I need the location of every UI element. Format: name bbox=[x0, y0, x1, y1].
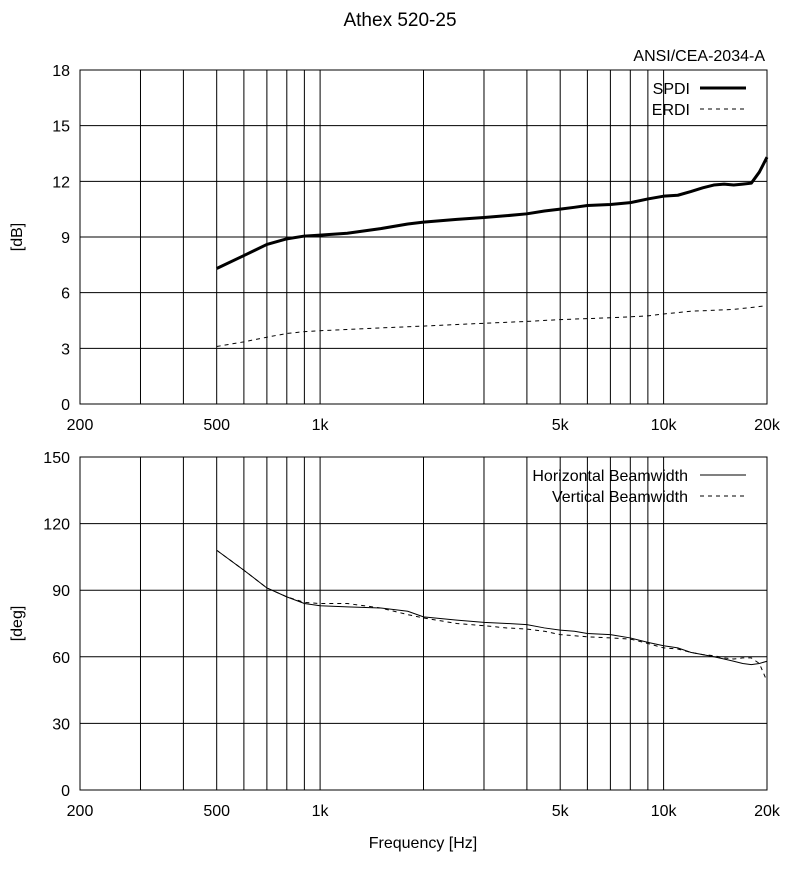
y-tick-label: 150 bbox=[43, 450, 70, 467]
standard-annotation: ANSI/CEA-2034-A bbox=[633, 48, 765, 65]
y-tick-label: 9 bbox=[61, 230, 70, 247]
y-tick-label: 30 bbox=[52, 716, 70, 733]
x-tick-label: 200 bbox=[67, 417, 94, 434]
y-tick-label: 12 bbox=[52, 174, 70, 191]
legend-label-horizontal-beamwidth: Horizontal Beamwidth bbox=[532, 468, 688, 485]
y-tick-label: 0 bbox=[61, 783, 70, 800]
y-tick-label: 3 bbox=[61, 341, 70, 358]
x-tick-label: 5k bbox=[552, 417, 570, 434]
y-tick-label: 60 bbox=[52, 650, 70, 667]
x-tick-label: 500 bbox=[203, 417, 230, 434]
chart-title: Athex 520-25 bbox=[343, 10, 456, 31]
series-line-vertical-beamwidth bbox=[216, 549, 768, 682]
series-line-erdi bbox=[216, 305, 768, 347]
x-tick-label: 200 bbox=[67, 803, 94, 820]
legend-label-vertical-beamwidth: Vertical Beamwidth bbox=[552, 489, 688, 506]
y-tick-label: 90 bbox=[52, 583, 70, 600]
x-tick-label: 1k bbox=[312, 803, 330, 820]
x-tick-label: 1k bbox=[312, 417, 330, 434]
x-tick-label: 500 bbox=[203, 803, 230, 820]
series-line-spdi bbox=[216, 156, 769, 270]
legend-label-erdi: ERDI bbox=[652, 102, 690, 119]
y-tick-label: 6 bbox=[61, 286, 70, 303]
y-tick-label: 120 bbox=[43, 517, 70, 534]
series-line-horizontal-beamwidth bbox=[216, 549, 768, 666]
beamwidth-panel: 0 30 60 90 120 150 200 500 1k 5k 10k 20k [deg] Horizo… bbox=[9, 450, 781, 820]
y-tick-label: 18 bbox=[52, 63, 70, 80]
x-axis-label: Frequency [Hz] bbox=[369, 835, 477, 852]
y-tick-label: 0 bbox=[61, 397, 70, 414]
y-axis-label: [dB] bbox=[9, 223, 26, 251]
x-tick-label: 10k bbox=[651, 417, 678, 434]
x-tick-label: 10k bbox=[651, 803, 678, 820]
plot-frame bbox=[79, 456, 768, 791]
y-tick-label: 15 bbox=[52, 119, 70, 136]
y-axis-label: [deg] bbox=[9, 606, 26, 642]
vertical-grid bbox=[139, 457, 768, 790]
legend-label-spdi: SPDI bbox=[653, 81, 690, 98]
x-tick-label: 20k bbox=[754, 803, 781, 820]
directivity-index-panel: 0 3 6 9 12 15 18 200 500 1k 5k 10k 20k [dB] ANSI/CEA-2… bbox=[9, 48, 781, 434]
x-tick-label: 20k bbox=[754, 417, 781, 434]
x-tick-label: 5k bbox=[552, 803, 570, 820]
plot-frame bbox=[79, 69, 768, 405]
